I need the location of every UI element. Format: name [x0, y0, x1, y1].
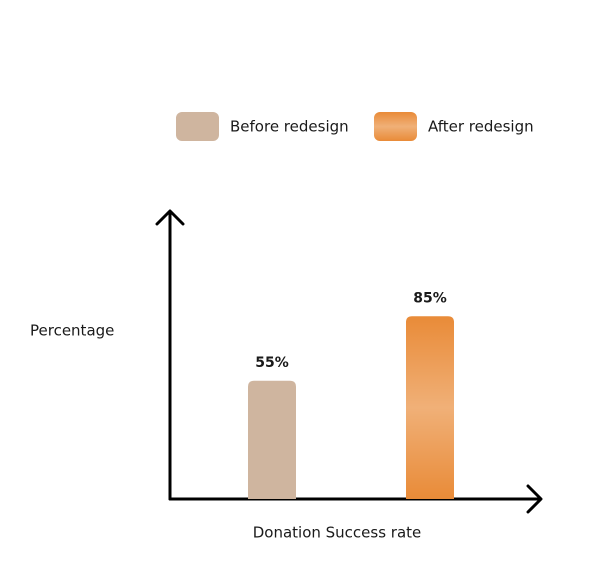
y-axis-label: Percentage [30, 322, 114, 340]
value-label: 55% [255, 355, 289, 371]
bar-sheen [406, 316, 454, 499]
legend-label: After redesign [428, 118, 534, 136]
bar [248, 380, 296, 499]
legend-sheen [374, 112, 417, 141]
y-axis [155, 209, 185, 501]
value-label: 85% [413, 290, 447, 306]
x-axis-label: Donation Success rate [253, 524, 422, 542]
axes [155, 209, 543, 514]
legend-label: Before redesign [230, 118, 349, 136]
legend-swatch [176, 112, 219, 141]
x-axis [168, 484, 543, 514]
